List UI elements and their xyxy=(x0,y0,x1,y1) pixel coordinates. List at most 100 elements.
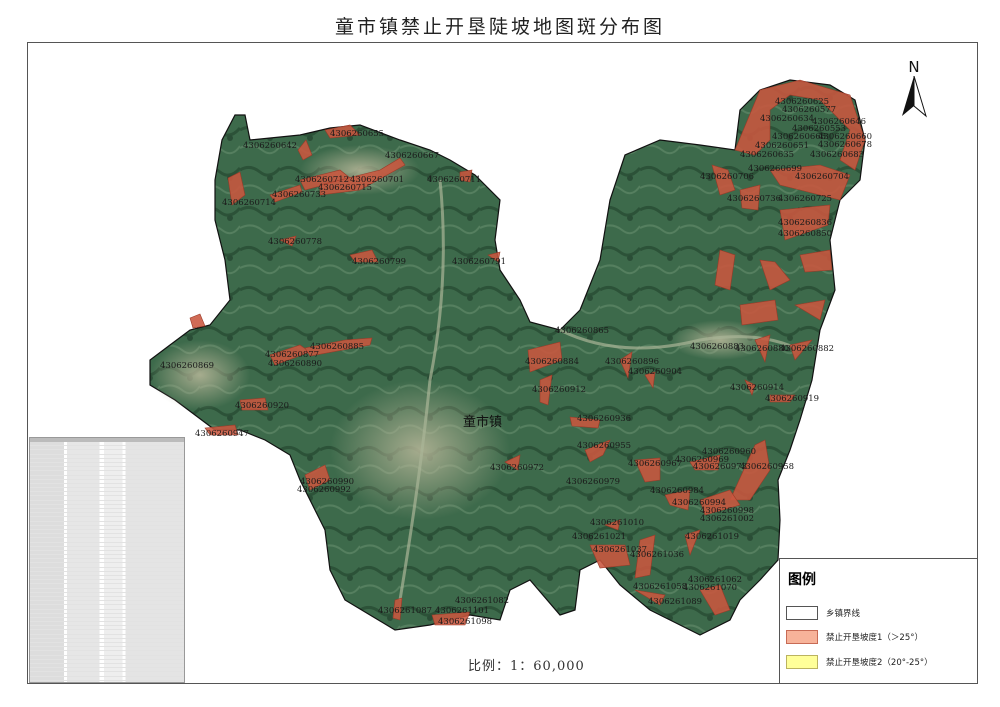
table-row xyxy=(30,576,184,581)
patch-label[interactable]: 4306261019 xyxy=(685,532,739,542)
table-row xyxy=(30,521,184,526)
patch-label[interactable]: 4306260711 xyxy=(427,175,481,185)
patch-label[interactable]: 4306260667 xyxy=(385,151,439,161)
table-row xyxy=(30,668,184,673)
north-arrow: N xyxy=(898,58,930,122)
patch-label[interactable]: 4306260877 xyxy=(265,350,319,360)
patch-label[interactable]: 4306260955 xyxy=(577,441,631,451)
patch-label[interactable]: 4306260960 xyxy=(702,447,756,457)
patch-label[interactable]: 4306260919 xyxy=(765,394,819,404)
patch-label[interactable]: 4306260973 xyxy=(693,462,747,472)
patch-label[interactable]: 4306260998 xyxy=(700,506,754,516)
patch-label[interactable]: 4306260994 xyxy=(672,498,726,508)
patch-label[interactable]: 4306260635 xyxy=(740,150,794,160)
table-row xyxy=(30,529,184,535)
table-row xyxy=(30,601,184,606)
table-row xyxy=(30,571,184,576)
patch-label[interactable]: 4306260799 xyxy=(352,257,406,267)
patch-label[interactable]: 4306260712 xyxy=(295,175,349,185)
patch-label[interactable]: 4306260634 xyxy=(760,114,814,124)
patch-label[interactable]: 4306260984 xyxy=(650,486,704,496)
patch-label[interactable]: 4306261002 xyxy=(700,514,754,524)
patch-label[interactable]: 4306260625 xyxy=(775,97,829,107)
patch-label[interactable]: 4306260714 xyxy=(222,198,276,208)
table-row xyxy=(30,555,184,560)
patch-label[interactable]: 4306260979 xyxy=(566,477,620,487)
town-name-label: 童市镇 xyxy=(463,414,502,430)
patch-label[interactable]: 4306261089 xyxy=(648,597,702,607)
patch-label[interactable]: 4306260736 xyxy=(727,194,781,204)
patch-label[interactable]: 4306260553 xyxy=(792,124,846,134)
patch-label[interactable]: 4306260969 xyxy=(675,455,729,465)
patch-label[interactable]: 4306260660 xyxy=(818,132,872,142)
patch-label[interactable]: 4306260666 xyxy=(772,132,826,142)
patch-label[interactable]: 4306260884 xyxy=(525,357,579,367)
north-label: N xyxy=(908,58,920,76)
patch-label[interactable]: 4306260914 xyxy=(730,383,784,393)
patch-label[interactable]: 4306260883 xyxy=(690,342,744,352)
patch-label[interactable]: 4306260725 xyxy=(778,194,832,204)
patch-label[interactable]: 4306260882 xyxy=(780,344,834,354)
patch-label[interactable]: 4306260869 xyxy=(160,361,214,371)
patch-label[interactable]: 4306260890 xyxy=(268,359,322,369)
patch-label[interactable]: 4306260577 xyxy=(782,105,836,115)
table-row xyxy=(30,638,184,643)
patch-label[interactable]: 4306260990 xyxy=(300,477,354,487)
patch-label[interactable]: 4306261082 xyxy=(455,596,509,606)
table-row xyxy=(30,442,184,447)
patch-label[interactable]: 4306260701 xyxy=(350,175,404,185)
patch-label[interactable]: 4306260704 xyxy=(795,172,849,182)
patch-label[interactable]: 4306260972 xyxy=(490,463,544,473)
table-row xyxy=(30,475,184,480)
patch-label[interactable]: 4306260936 xyxy=(577,414,631,424)
patch-label[interactable]: 4306260904 xyxy=(628,367,682,377)
table-row xyxy=(30,659,184,664)
patch-label[interactable]: 4306260655 xyxy=(330,129,384,139)
table-row xyxy=(30,672,184,677)
patch-label[interactable]: 4306260733 xyxy=(272,190,326,200)
table-row xyxy=(30,630,184,635)
patch-label[interactable]: 4306260850 xyxy=(778,229,832,239)
patch-label[interactable]: 4306260992 xyxy=(297,485,351,495)
table-row xyxy=(30,467,184,472)
patch-label[interactable]: 4306260947 xyxy=(195,429,249,439)
patch-label[interactable]: 4306261101 xyxy=(435,606,489,616)
patch-label[interactable]: 4306260646 xyxy=(812,117,866,127)
patch-label[interactable]: 4306261058 xyxy=(633,582,687,592)
patch-label[interactable]: 4306260912 xyxy=(532,385,586,395)
legend-item-slope-2: 禁止开垦坡度2（20°-25°） xyxy=(786,654,933,670)
patch-label[interactable]: 4306261010 xyxy=(590,518,644,528)
patch-label[interactable]: 4306261070 xyxy=(683,583,737,593)
patch-label[interactable]: 4306260836 xyxy=(778,218,832,228)
patch-label[interactable]: 4306260791 xyxy=(452,257,506,267)
patch-label[interactable]: 4306261036 xyxy=(630,550,684,560)
patch-label[interactable]: 4306260678 xyxy=(818,140,872,150)
table-row xyxy=(30,525,184,530)
patch-label[interactable]: 4306260896 xyxy=(605,357,659,367)
table-row xyxy=(30,517,184,522)
patch-label[interactable]: 4306260885 xyxy=(310,342,364,352)
patch-label[interactable]: 4306260958 xyxy=(740,462,794,472)
patch-label[interactable]: 4306260920 xyxy=(235,401,289,411)
patch-label[interactable]: 4306260880 xyxy=(735,344,789,354)
patch-label[interactable]: 4306261037 xyxy=(593,545,647,555)
patch-label[interactable]: 4306260715 xyxy=(318,183,372,193)
patch-label[interactable]: 4306261062 xyxy=(688,575,742,585)
patch-label[interactable]: 4306261087 xyxy=(378,606,432,616)
patch-label[interactable]: 4306260699 xyxy=(748,164,802,174)
table-row xyxy=(30,647,184,652)
patch-label[interactable]: 4306260642 xyxy=(243,141,297,151)
patch-label[interactable]: 4306260706 xyxy=(700,172,754,182)
table-row xyxy=(30,596,184,602)
patch-label[interactable]: 4306260967 xyxy=(628,459,682,469)
patch-label[interactable]: 4306260683 xyxy=(810,150,864,160)
patch-label[interactable]: 4306261098 xyxy=(438,617,492,627)
table-row xyxy=(30,550,184,556)
table-row xyxy=(30,609,184,614)
map-scale: 比例：1：60,000 xyxy=(468,659,585,674)
patch-label[interactable]: 4306260865 xyxy=(555,326,609,336)
patch-label[interactable]: 4306261021 xyxy=(572,532,626,542)
patch-label[interactable]: 4306260651 xyxy=(755,141,809,151)
patch-label[interactable]: 4306260778 xyxy=(268,237,322,247)
